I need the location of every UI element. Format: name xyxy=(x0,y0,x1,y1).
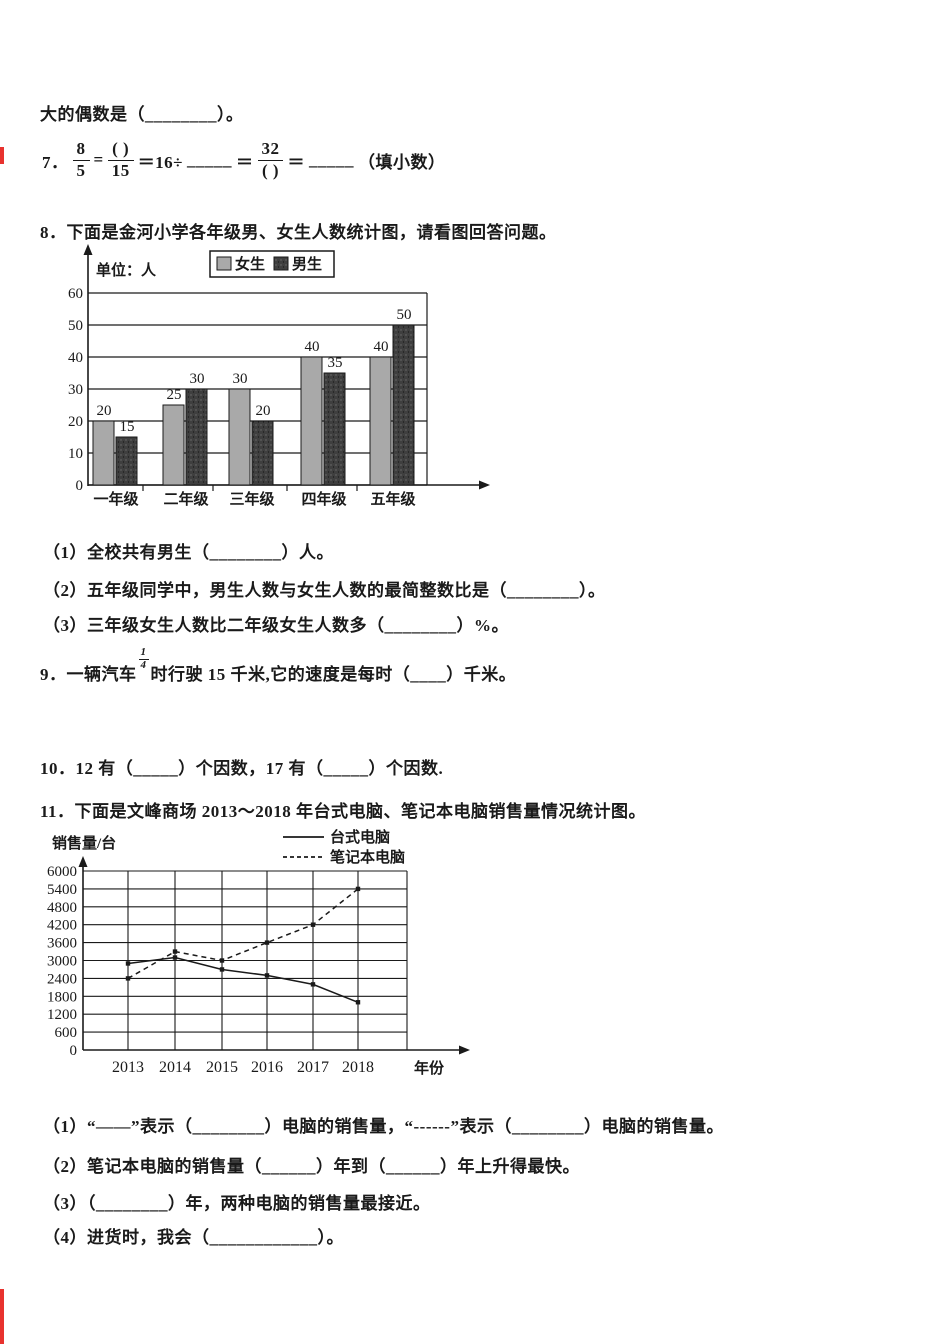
svg-text:台式电脑: 台式电脑 xyxy=(330,828,390,846)
svg-text:五年级: 五年级 xyxy=(370,490,416,508)
question-9-post: 时行驶 15 千米,它的速度是每时（____）千米。 xyxy=(150,665,517,684)
question-11-sub-3: （3）（________）年，两种电脑的销售量最接近。 xyxy=(43,1194,431,1213)
bar-chart: 0 10 20 30 40 50 60 单位：人 女生 男生 20 15 一年级 25 30 二年级 30 20 三… xyxy=(60,243,500,515)
question-7: 7． 8 5 = ( ) 15 ＝16÷ _____ ＝ 32 ( ) ＝ __… xyxy=(40,130,448,190)
question-10: 10．12 有（_____）个因数，17 有（_____）个因数. xyxy=(40,759,444,778)
svg-text:2018: 2018 xyxy=(342,1059,374,1076)
svg-text:0: 0 xyxy=(76,478,84,494)
svg-text:2013: 2013 xyxy=(112,1059,144,1076)
question-7-note: （填小数） xyxy=(358,152,446,172)
svg-text:2015: 2015 xyxy=(206,1059,238,1076)
fraction-1-4: 1 4 xyxy=(138,646,149,671)
svg-text:600: 600 xyxy=(55,1025,78,1041)
equals-sign: ＝ xyxy=(236,152,254,172)
svg-text:30: 30 xyxy=(190,371,205,387)
svg-text:笔记本电脑: 笔记本电脑 xyxy=(330,848,405,866)
red-margin-mark xyxy=(0,1289,4,1344)
svg-text:4800: 4800 xyxy=(47,900,77,916)
answer-blank: _____ xyxy=(309,150,355,169)
svg-text:15: 15 xyxy=(120,419,135,435)
question-11-text: 11．下面是文峰商场 2013～2018 年台式电脑、笔记本电脑销售量情况统计图… xyxy=(40,802,647,821)
svg-text:3600: 3600 xyxy=(47,936,77,952)
svg-text:30: 30 xyxy=(233,371,248,387)
svg-text:50: 50 xyxy=(68,318,83,334)
svg-text:2014: 2014 xyxy=(159,1059,191,1076)
svg-text:30: 30 xyxy=(68,382,83,398)
svg-text:40: 40 xyxy=(374,339,389,355)
svg-text:二年级: 二年级 xyxy=(163,490,209,508)
fraction-32-blank: 32 ( ) xyxy=(257,139,284,181)
svg-text:40: 40 xyxy=(305,339,320,355)
question-11-sub-1: （1）“——”表示（________）电脑的销售量，“------”表示（___… xyxy=(43,1117,724,1136)
svg-text:0: 0 xyxy=(70,1043,78,1059)
question-8-text: 8．下面是金河小学各年级男、女生人数统计图，请看图回答问题。 xyxy=(40,223,557,242)
question-9-pre: 一辆汽车 xyxy=(66,665,137,684)
svg-text:四年级: 四年级 xyxy=(301,490,347,508)
svg-text:销售量/台: 销售量/台 xyxy=(52,834,116,852)
question-9-number: 9． xyxy=(40,665,67,684)
line-chart: 0 600 1200 1800 2400 3000 3600 4200 4800 5400 6000… xyxy=(40,826,480,1086)
svg-text:20: 20 xyxy=(68,414,83,430)
question-7-number: 7． xyxy=(42,152,69,172)
question-11-sub-4: （4）进货时，我会（____________）。 xyxy=(43,1228,344,1247)
svg-text:年份: 年份 xyxy=(414,1059,445,1077)
svg-text:2017: 2017 xyxy=(297,1059,329,1076)
question-8-sub-2: （2）五年级同学中，男生人数与女生人数的最简整数比是（________）。 xyxy=(43,581,606,600)
svg-text:20: 20 xyxy=(256,403,271,419)
svg-text:男生: 男生 xyxy=(292,255,322,273)
equals-sign: = xyxy=(93,150,104,169)
svg-text:50: 50 xyxy=(397,307,412,323)
svg-text:10: 10 xyxy=(68,446,83,462)
svg-text:40: 40 xyxy=(68,350,83,366)
svg-text:2016: 2016 xyxy=(251,1059,283,1076)
svg-text:5400: 5400 xyxy=(47,882,77,898)
svg-text:1200: 1200 xyxy=(47,1007,77,1023)
svg-text:女生: 女生 xyxy=(235,255,265,273)
svg-text:20: 20 xyxy=(97,403,112,419)
red-margin-mark xyxy=(0,147,4,164)
svg-text:6000: 6000 xyxy=(47,864,77,880)
question-9: 9． 一辆汽车 1 4 时行驶 15 千米,它的速度是每时（____）千米。 xyxy=(40,647,517,685)
svg-text:单位：人: 单位：人 xyxy=(96,261,157,279)
equals-16-divide: ＝16÷ xyxy=(137,152,184,172)
answer-blank: _____ xyxy=(187,150,233,169)
svg-text:25: 25 xyxy=(167,387,182,403)
svg-text:3000: 3000 xyxy=(47,954,77,970)
svg-text:三年级: 三年级 xyxy=(229,490,275,508)
svg-text:一年级: 一年级 xyxy=(93,490,139,508)
question-8-sub-3: （3）三年级女生人数比二年级女生人数多（________）%。 xyxy=(43,616,509,635)
fraction-blank-15: ( ) 15 xyxy=(107,139,134,181)
question-6-tail: 大的偶数是（________）。 xyxy=(40,105,244,124)
svg-text:35: 35 xyxy=(328,355,343,371)
fraction-8-5: 8 5 xyxy=(72,139,90,181)
question-11-sub-2: （2）笔记本电脑的销售量（______）年到（______）年上升得最快。 xyxy=(43,1157,580,1176)
svg-text:2400: 2400 xyxy=(47,971,77,987)
bar-chart-canvas: 0 10 20 30 40 50 60 单位：人 女生 男生 20 15 一年级 25 30 二年级 30 20 三… xyxy=(68,244,490,508)
svg-text:4200: 4200 xyxy=(47,918,77,934)
svg-text:1800: 1800 xyxy=(47,989,77,1005)
question-8-sub-1: （1）全校共有男生（________）人。 xyxy=(43,543,334,562)
equals-sign: ＝ xyxy=(287,152,306,172)
svg-text:60: 60 xyxy=(68,286,83,302)
